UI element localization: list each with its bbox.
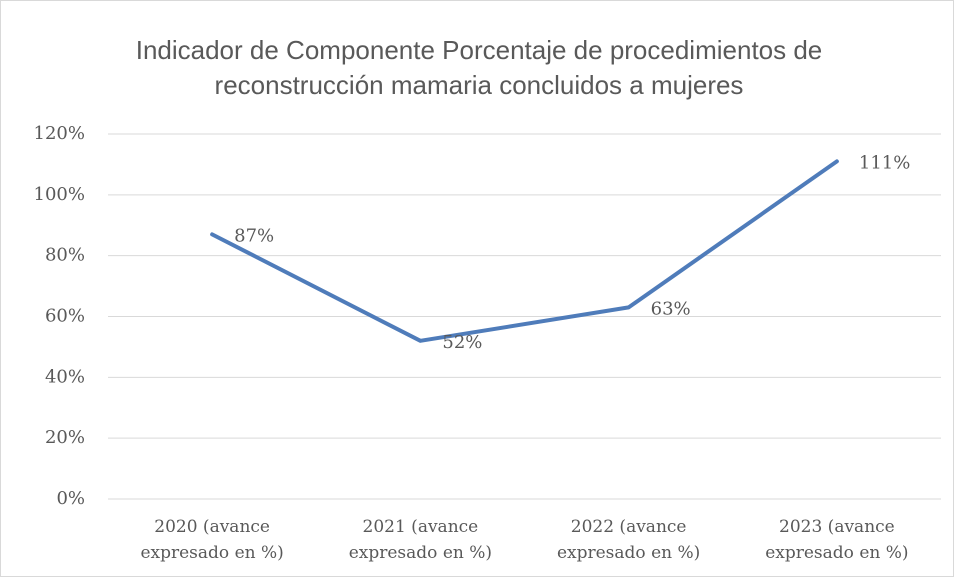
y-tick-label: 0% xyxy=(56,488,85,509)
data-label: 63% xyxy=(651,298,691,319)
data-label: 111% xyxy=(859,152,910,173)
y-tick-label: 100% xyxy=(34,184,85,205)
chart-title: Indicador de Componente Porcentaje de pr… xyxy=(135,35,823,100)
x-tick-label: 2020 (avance expresado en %) xyxy=(140,517,284,563)
data-label: 52% xyxy=(442,332,482,353)
y-tick-label: 120% xyxy=(34,123,85,144)
x-tick-label: 2022 (avance expresado en %) xyxy=(556,517,701,563)
data-label: 87% xyxy=(234,225,274,246)
y-tick-label: 80% xyxy=(45,245,85,266)
x-tick-label: 2021 (avance expresado en %) xyxy=(348,517,493,563)
y-tick-label: 40% xyxy=(45,366,85,387)
x-tick-label: 2023 (avance expresado en %) xyxy=(765,517,909,563)
y-tick-label: 60% xyxy=(45,306,85,327)
y-tick-label: 20% xyxy=(45,427,85,448)
line xyxy=(210,159,839,343)
